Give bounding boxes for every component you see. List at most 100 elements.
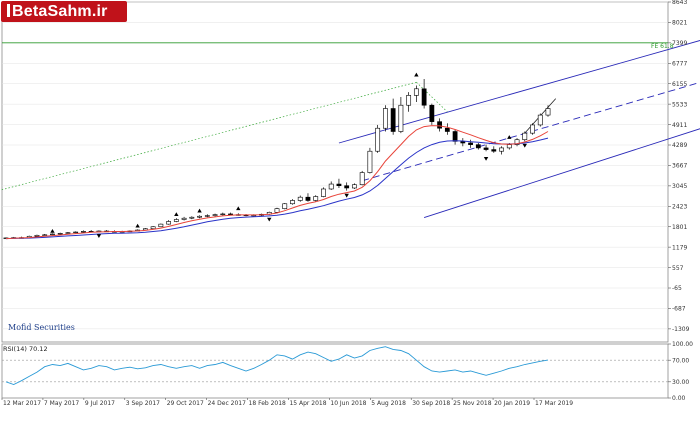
x-tick-label: 12 Mar 2017 [3, 400, 41, 407]
candle-series [3, 78, 551, 240]
candle-bullish [34, 234, 40, 237]
candle-bullish [313, 196, 319, 201]
site-logo[interactable]: BetaSahm.ir [1, 1, 127, 22]
x-tick-label: 7 May 2017 [44, 400, 79, 407]
candle-bearish [336, 183, 342, 186]
candle-bullish [522, 132, 528, 141]
candle-bullish [173, 219, 179, 222]
candle-bullish [321, 188, 326, 197]
candle-bearish [444, 127, 450, 132]
fractal-down-marker [522, 143, 527, 148]
candle-bullish [367, 150, 373, 173]
fractal-up-marker [197, 208, 202, 213]
broker-watermark: Mofid Securities [8, 323, 75, 332]
fractal-down-marker [267, 217, 272, 222]
x-tick-label: 30 Sep 2018 [412, 400, 450, 407]
x-tick-label: 29 Oct 2017 [167, 400, 204, 407]
x-tick-label: 9 Jul 2017 [85, 400, 115, 407]
candle-bullish [530, 124, 535, 134]
y-tick-label: 3045 [672, 183, 687, 190]
candle-bearish [475, 144, 481, 149]
fractal-up-marker [414, 72, 419, 77]
candle-bullish [328, 183, 334, 190]
rsi-tick-label: 70.00 [672, 357, 689, 364]
y-tick-label: 2423 [672, 203, 687, 210]
candle-bullish [197, 215, 202, 218]
candle-bearish [305, 196, 311, 201]
y-tick-label: 4289 [672, 142, 687, 149]
candle-bearish [344, 185, 350, 189]
main-chart-grid [2, 1, 668, 330]
x-tick-label: 20 Jan 2019 [494, 400, 530, 407]
logo-icon [7, 4, 10, 17]
trend-dotted-line [0, 81, 417, 191]
candle-bullish [81, 231, 86, 233]
fractal-up-marker [50, 229, 55, 233]
candle-bullish [158, 223, 164, 228]
candle-bearish [421, 88, 427, 106]
x-tick-label: 24 Dec 2017 [208, 400, 247, 407]
channel-lower-line [423, 128, 700, 218]
fractal-up-marker [135, 223, 140, 228]
candle-bullish [537, 114, 543, 126]
main-panel-border [1, 1, 669, 343]
chart-panels [1, 1, 669, 399]
price-axis: 8643 8021 7399 6777 6155 5533 4911 4289 3667 3045… [668, 0, 690, 333]
fractal-down-marker [483, 156, 489, 161]
channel-upper-line [338, 40, 700, 144]
fib-label: FE 61.8 [651, 43, 674, 50]
logo-text: BetaSahm.ir [12, 3, 108, 20]
y-tick-label: -687 [672, 306, 686, 313]
fractal-markers [50, 72, 527, 238]
candle-bullish [290, 200, 295, 205]
candle-bullish [73, 231, 79, 234]
candle-bullish [166, 221, 171, 225]
candle-bullish [65, 232, 71, 234]
candle-bullish [506, 144, 512, 149]
candle-bullish [57, 233, 63, 235]
fractal-up-marker [236, 206, 241, 211]
candle-bullish [42, 234, 48, 236]
candle-bullish [297, 196, 303, 201]
x-tick-label: 18 Feb 2018 [249, 400, 287, 407]
rsi-panel-border [1, 343, 669, 399]
candle-bullish [406, 95, 412, 106]
y-tick-label: 1179 [672, 244, 687, 251]
candle-bearish [228, 213, 233, 216]
candle-bullish [282, 203, 288, 209]
fractal-up-marker [174, 212, 179, 217]
fractal-down-marker [344, 193, 349, 198]
y-tick-label: 1801 [672, 224, 687, 231]
fractal-up-marker [507, 135, 512, 139]
x-tick-label: 5 Aug 2018 [371, 400, 406, 407]
candle-bullish [398, 104, 404, 132]
rsi-tick-label: 100.00 [672, 341, 693, 348]
candle-bullish [383, 108, 388, 129]
candle-bullish [220, 213, 226, 216]
trend-dotted-line [416, 81, 448, 113]
candle-bullish [212, 214, 218, 216]
rsi-label: RSI(14) 70.12 [3, 345, 48, 353]
candle-bearish [437, 121, 442, 129]
y-tick-label: 5533 [672, 101, 687, 108]
candle-bearish [429, 104, 435, 122]
candle-bullish [189, 216, 195, 219]
y-tick-label: 4911 [672, 122, 687, 129]
candle-bearish [491, 149, 497, 152]
y-tick-label: 8021 [672, 20, 687, 27]
rsi-line [5, 346, 549, 385]
channel-mid-line [362, 81, 700, 182]
candle-bearish [390, 108, 396, 132]
y-tick-label: 3667 [672, 163, 687, 170]
ma-fast-line [5, 125, 549, 240]
candle-bullish [181, 217, 187, 220]
candle-bullish [514, 139, 520, 145]
candle-bullish [499, 147, 504, 152]
y-tick-label: -65 [672, 285, 682, 292]
y-tick-label: 6777 [672, 60, 687, 67]
fractal-down-marker [96, 234, 102, 238]
candle-bullish [50, 233, 55, 236]
candle-bullish [150, 226, 156, 230]
ma-slow-line [5, 137, 549, 240]
